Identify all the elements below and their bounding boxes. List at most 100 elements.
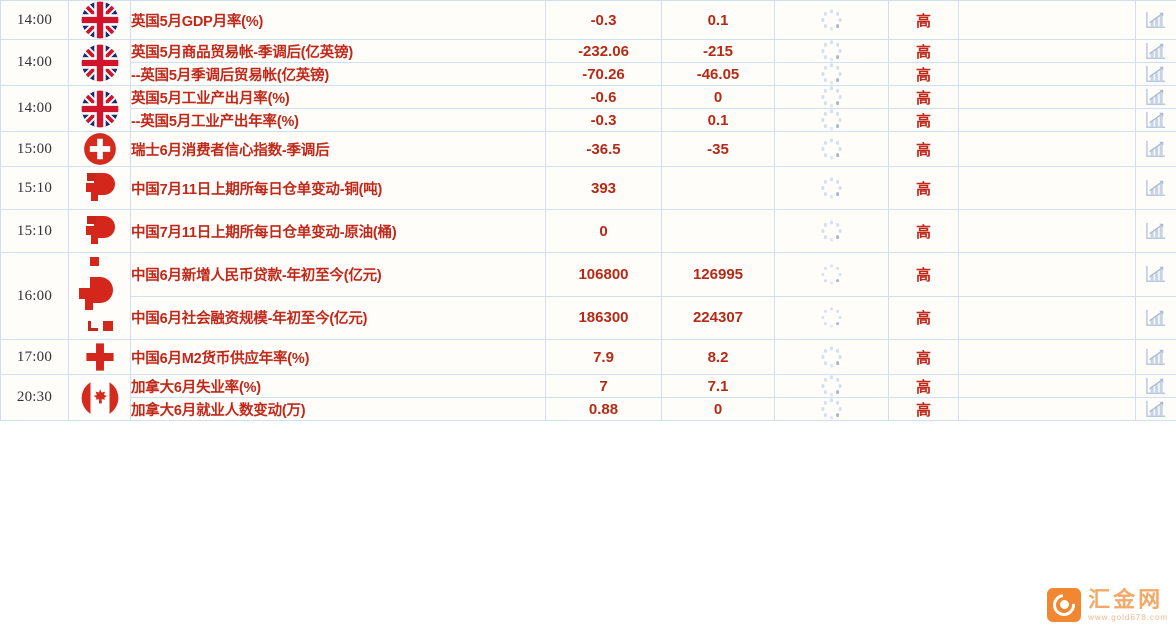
- previous-value: 186300: [545, 295, 662, 340]
- table-row[interactable]: 20:30 加拿大6月失业率(%) 7 7.1 高: [0, 374, 1176, 421]
- importance-badge: 高: [888, 131, 959, 167]
- table-row[interactable]: --英国5月工业产出年率(%) -0.3 0.1 高: [1, 108, 1176, 132]
- bar-chart-trend-icon[interactable]: [1145, 399, 1167, 419]
- actual-value-loading: [774, 62, 889, 86]
- notes-cell: [958, 39, 1136, 63]
- loading-spinner-icon: [821, 109, 843, 131]
- table-row[interactable]: 加拿大6月就业人数变动(万) 0.88 0 高: [1, 397, 1176, 421]
- table-row[interactable]: 14:00 英国5月工业产出月率(%) -0.6 0 高: [0, 85, 1176, 132]
- event-name[interactable]: --英国5月季调后贸易帐(亿英镑): [130, 62, 546, 86]
- importance-badge: 高: [888, 397, 959, 421]
- event-name[interactable]: 中国7月11日上期所每日仓单变动-铜(吨): [130, 166, 546, 210]
- forecast-value: 0.1: [661, 0, 775, 40]
- previous-value: 0: [545, 209, 662, 253]
- chart-link[interactable]: [1135, 339, 1176, 375]
- event-name[interactable]: 中国6月社会融资规模-年初至今(亿元): [130, 295, 546, 340]
- event-name[interactable]: 英国5月GDP月率(%): [130, 0, 546, 40]
- loading-spinner-icon: [821, 177, 843, 199]
- bar-chart-trend-icon[interactable]: [1145, 347, 1167, 367]
- bar-chart-trend-icon[interactable]: [1145, 376, 1167, 396]
- loading-spinner-icon: [821, 138, 843, 160]
- previous-value: -0.6: [545, 85, 662, 109]
- notes-cell: [958, 374, 1136, 398]
- event-time: 14:00: [0, 39, 69, 86]
- bar-chart-trend-icon[interactable]: [1145, 64, 1167, 84]
- event-name[interactable]: 中国7月11日上期所每日仓单变动-原油(桶): [130, 209, 546, 253]
- event-time: 16:00: [0, 252, 69, 340]
- event-name[interactable]: 中国6月M2货币供应年率(%): [130, 339, 546, 375]
- chart-link[interactable]: [1135, 166, 1176, 210]
- chart-link[interactable]: [1135, 397, 1176, 421]
- notes-cell: [958, 252, 1136, 297]
- previous-value: 106800: [545, 252, 662, 297]
- event-time: 14:00: [0, 85, 69, 132]
- event-name[interactable]: --英国5月工业产出年率(%): [130, 108, 546, 132]
- importance-badge: 高: [888, 339, 959, 375]
- forecast-value: -215: [661, 39, 775, 63]
- actual-value-loading: [774, 166, 889, 210]
- table-row[interactable]: 14:00 英国5月商品贸易帐-季调后(亿英镑) -232.06 -215 高: [0, 39, 1176, 86]
- event-name[interactable]: 英国5月商品贸易帐-季调后(亿英镑): [130, 39, 546, 63]
- actual-value-loading: [774, 252, 889, 297]
- chart-link[interactable]: [1135, 62, 1176, 86]
- huijin-logo-icon: [1047, 588, 1082, 622]
- notes-cell: [958, 108, 1136, 132]
- forecast-value: 0: [661, 397, 775, 421]
- chart-link[interactable]: [1135, 108, 1176, 132]
- event-name[interactable]: 中国6月新增人民币贷款-年初至今(亿元): [130, 252, 546, 297]
- bar-chart-trend-icon[interactable]: [1145, 264, 1167, 284]
- red-cross-flag: [68, 339, 131, 375]
- table-row[interactable]: 17:00 中国6月M2货币供应年率(%) 7.9 8.2 高: [0, 339, 1176, 375]
- notes-cell: [958, 295, 1136, 340]
- forecast-value: 126995: [661, 252, 775, 297]
- table-row[interactable]: 15:10 中国7月11日上期所每日仓单变动-原油(桶) 0 高: [0, 209, 1176, 253]
- loading-spinner-icon: [821, 375, 843, 397]
- event-time: 17:00: [0, 339, 69, 375]
- bar-chart-trend-icon[interactable]: [1145, 178, 1167, 198]
- chart-link[interactable]: [1135, 252, 1176, 297]
- bar-chart-trend-icon[interactable]: [1145, 110, 1167, 130]
- importance-badge: 高: [888, 374, 959, 398]
- loading-spinner-icon: [821, 346, 843, 368]
- chart-link[interactable]: [1135, 374, 1176, 398]
- previous-value: -36.5: [545, 131, 662, 167]
- chart-link[interactable]: [1135, 39, 1176, 63]
- china-flag: [68, 166, 131, 210]
- loading-spinner-icon: [821, 220, 843, 242]
- bar-chart-trend-icon[interactable]: [1145, 139, 1167, 159]
- forecast-value: 0: [661, 85, 775, 109]
- table-row[interactable]: 中国6月社会融资规模-年初至今(亿元) 186300 224307 高: [1, 295, 1176, 340]
- event-name[interactable]: 加拿大6月就业人数变动(万): [130, 397, 546, 421]
- notes-cell: [958, 85, 1136, 109]
- table-row[interactable]: 16:00 中国6月新增人民币贷款-年初至今(亿元) 106800 126995 高: [0, 252, 1176, 340]
- loading-spinner-icon: [821, 9, 843, 31]
- event-name[interactable]: 加拿大6月失业率(%): [130, 374, 546, 398]
- table-row[interactable]: 15:00 瑞士6月消费者信心指数-季调后 -36.5 -35 高: [0, 131, 1176, 167]
- event-name[interactable]: 瑞士6月消费者信心指数-季调后: [130, 131, 546, 167]
- forecast-value: [661, 166, 775, 210]
- table-row[interactable]: --英国5月季调后贸易帐(亿英镑) -70.26 -46.05 高: [1, 62, 1176, 86]
- actual-value-loading: [774, 131, 889, 167]
- actual-value-loading: [774, 85, 889, 109]
- loading-spinner-icon: [821, 307, 843, 329]
- chart-link[interactable]: [1135, 295, 1176, 340]
- bar-chart-trend-icon[interactable]: [1145, 10, 1167, 30]
- importance-badge: 高: [888, 209, 959, 253]
- table-row[interactable]: 15:10 中国7月11日上期所每日仓单变动-铜(吨) 393 高: [0, 166, 1176, 210]
- importance-badge: 高: [888, 85, 959, 109]
- actual-value-loading: [774, 295, 889, 340]
- bar-chart-trend-icon[interactable]: [1145, 41, 1167, 61]
- event-name[interactable]: 英国5月工业产出月率(%): [130, 85, 546, 109]
- previous-value: 0.88: [545, 397, 662, 421]
- uk-flag: [68, 0, 131, 40]
- chart-link[interactable]: [1135, 131, 1176, 167]
- chart-link[interactable]: [1135, 209, 1176, 253]
- forecast-value: -46.05: [661, 62, 775, 86]
- table-row[interactable]: 14:00 英国5月GDP月率(%) -0.3 0.1 高: [0, 0, 1176, 40]
- chart-link[interactable]: [1135, 0, 1176, 40]
- chart-link[interactable]: [1135, 85, 1176, 109]
- bar-chart-trend-icon[interactable]: [1145, 87, 1167, 107]
- bar-chart-trend-icon[interactable]: [1145, 221, 1167, 241]
- forecast-value: -35: [661, 131, 775, 167]
- bar-chart-trend-icon[interactable]: [1145, 308, 1167, 328]
